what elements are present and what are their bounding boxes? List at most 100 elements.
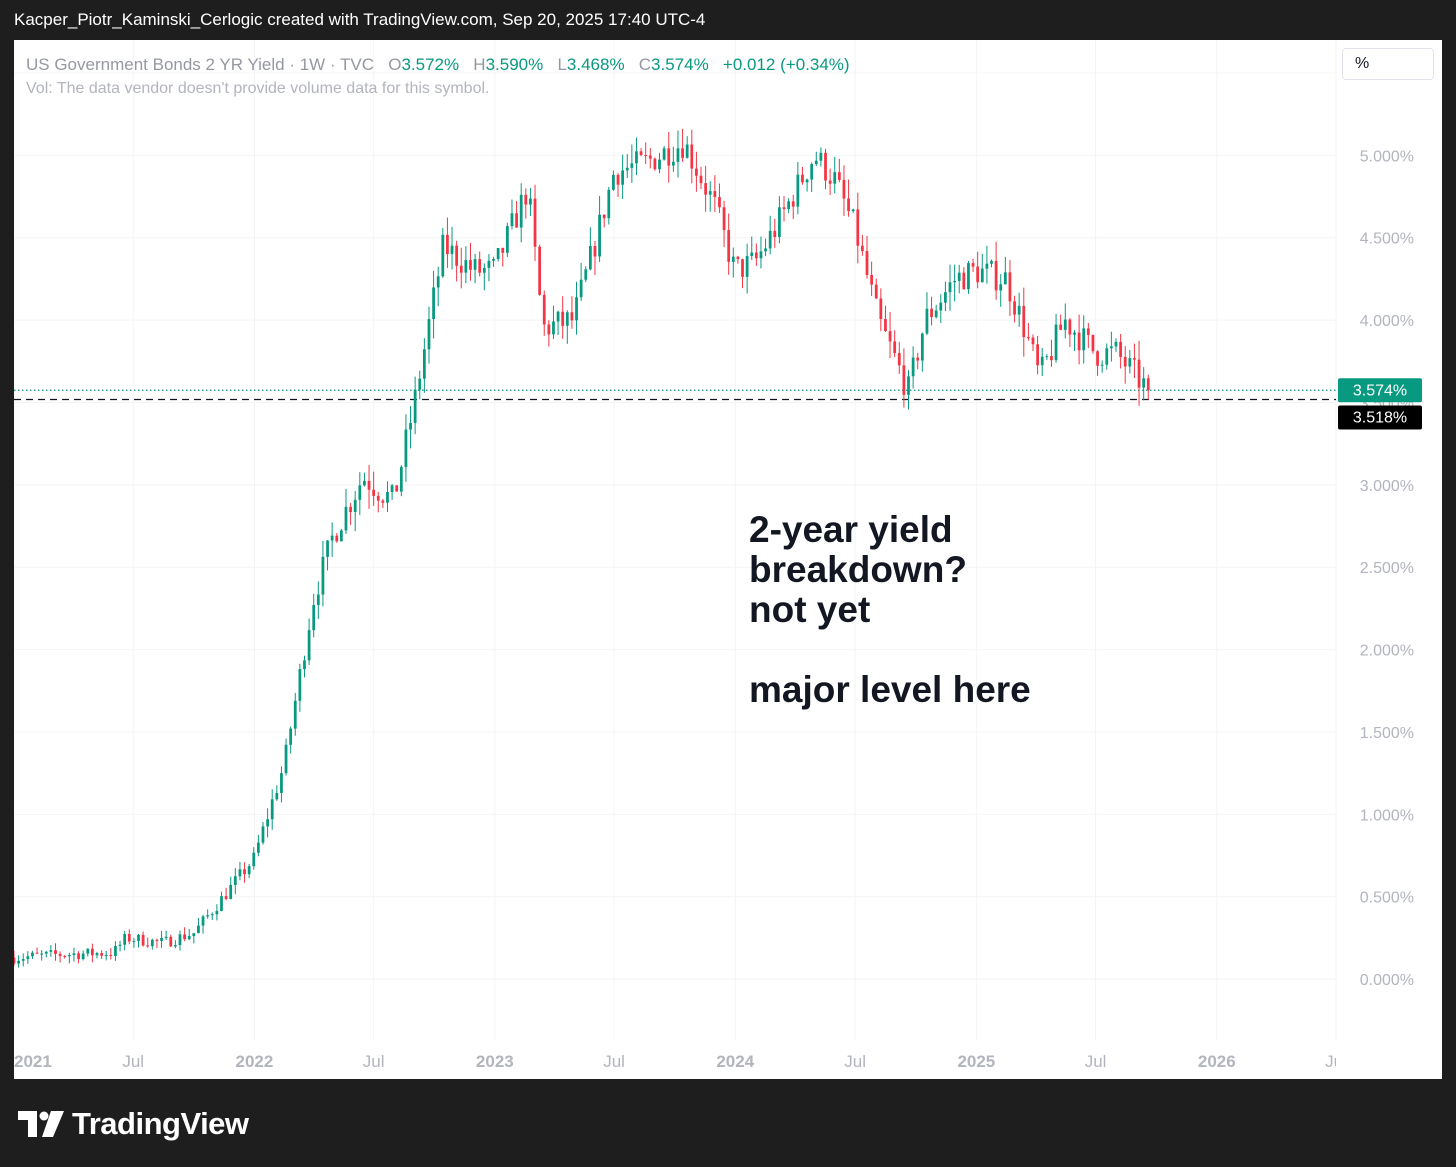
candle-body [31,952,34,957]
candle-body [150,939,154,947]
annotation-line: breakdown? [749,549,967,590]
candle-body [376,495,380,501]
candle-body [893,341,897,354]
candle-body [570,312,574,321]
grid-lines [14,40,1337,1040]
candle-body [695,168,698,176]
candlestick-chart[interactable]: 0.000% 0.500% 1.000% 1.500% 2.000% 2.500% 3.00… [14,40,1442,1079]
candle-body [598,214,601,257]
candle-body [72,953,76,956]
candle-body [690,144,694,169]
candle-body [671,161,675,166]
candle-body [653,158,657,170]
candle-body [884,319,887,332]
candle-body [635,151,638,164]
candle-body [1068,319,1072,335]
candle-body [778,207,781,238]
tradingview-logo: TradingView [18,1100,249,1148]
candle-body [123,933,127,945]
x-tick-label: Jul [603,1052,625,1071]
open-value: 3.572% [401,55,460,74]
horizontal-levels [14,389,1336,401]
close-label: C [638,55,652,74]
candle-body [409,422,412,430]
brand-name: TradingView [72,1106,249,1141]
x-tick-label: 2021 [14,1052,52,1071]
candle-body [399,466,403,492]
candle-body [238,869,242,877]
low-label: L [557,55,567,74]
volume-note: Vol: The data vendor doesn't provide vol… [26,80,490,97]
candle-body [1082,328,1086,351]
candle-body [731,256,735,262]
candle-body [542,294,546,325]
candle-body [510,213,514,227]
x-axis: 2021 Jul 2022 Jul 2023 Jul 2024 Jul 2025 Jul 2026 J… [14,1052,1347,1071]
candle-body [77,953,80,960]
candle-body [501,247,505,253]
candle-body [967,263,970,290]
candle-body [280,773,283,793]
candle-body [579,279,583,298]
chart-caption: Kacper_Piotr_Kaminski_Cerlogic created w… [14,10,706,29]
change-value: +0.012 (+0.34%) [722,55,850,74]
candle-body [339,530,343,542]
candle-body [293,700,297,729]
candle-body [178,934,182,946]
candle-body [842,179,846,199]
candle-body [533,198,537,247]
candle-body [648,155,652,159]
candle-body [584,269,588,280]
chart-area[interactable]: 0.000% 0.500% 1.000% 1.500% 2.000% 2.500% 3.00… [14,40,1442,1079]
candle-body [321,556,325,595]
candle-body [1133,358,1136,360]
candle-body [1013,301,1016,315]
candle-body [358,485,362,500]
price-label: 3.574% [1353,382,1407,399]
candle-body [114,946,117,957]
candle-body [851,209,855,212]
candle-body [1091,334,1095,352]
candle-body [547,324,551,335]
candle-body [768,230,772,249]
annotation-line [749,630,1031,670]
candle-body [1059,324,1063,330]
candle-body [381,500,385,503]
candle-body [718,197,721,208]
candle-body [418,378,422,390]
candle-body [86,948,90,954]
candle-body [312,604,316,631]
candle-body [441,234,445,277]
candle-body [962,272,966,290]
y-tick-label: 3.000% [1360,478,1414,495]
y-tick-label: 1.500% [1360,725,1414,742]
candle-body [907,376,910,395]
close-value: 3.574% [651,55,709,74]
candle-body [1110,346,1113,349]
unit-toggle-button[interactable]: % [1342,48,1434,80]
candle-body [100,953,103,956]
candle-body [1054,324,1058,361]
candle-body [1119,341,1122,357]
candle-body [390,485,394,493]
candle-body [856,209,860,246]
candle-body [801,174,804,183]
candle-body [888,331,892,342]
candle-body [990,260,993,264]
candle-body [192,933,196,937]
candle-body [404,429,408,467]
candle-body [902,365,906,395]
candle-body [252,852,256,867]
candle-body [229,884,233,900]
high-label: H [473,55,486,74]
candle-body [593,246,597,257]
candle-body [63,956,67,958]
candle-body [1128,358,1132,367]
price-label-box [1338,405,1422,430]
candle-body [1073,332,1076,335]
candle-body [224,896,228,900]
candle-body [1077,332,1081,351]
candle-body [21,959,25,961]
x-tick-label: Jul [1325,1052,1347,1071]
candle-body [173,945,177,947]
